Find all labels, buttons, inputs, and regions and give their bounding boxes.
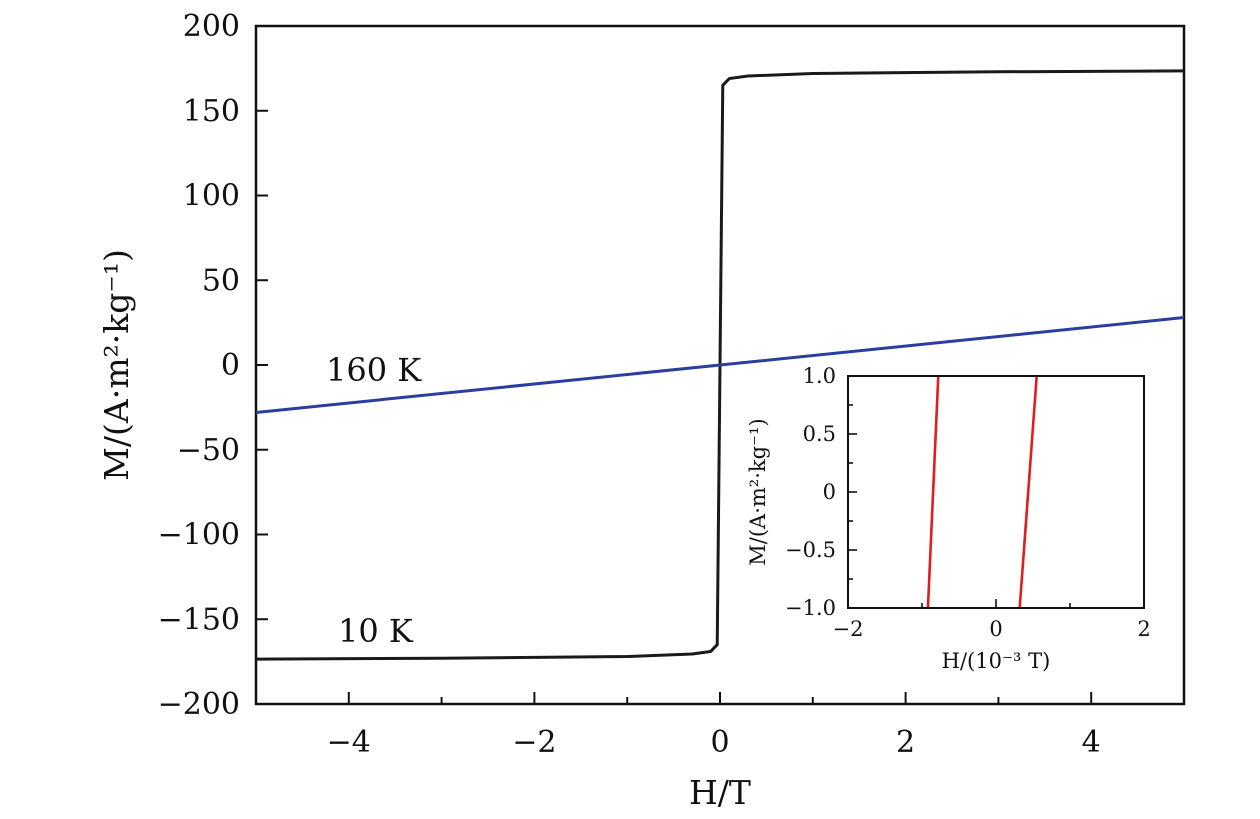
inset-background xyxy=(848,376,1144,608)
main-y-tick-label: 150 xyxy=(183,94,240,129)
main-x-tick-label: −4 xyxy=(327,725,371,760)
main-x-axis-title: H/T xyxy=(689,773,751,812)
inset-x-axis-title: H/(10⁻³ T) xyxy=(942,649,1051,673)
inset-y-tick-label: 1.0 xyxy=(803,364,836,388)
inset-series-line-1 xyxy=(1018,375,1038,609)
inset-y-tick-label: −0.5 xyxy=(785,538,836,562)
main-y-tick-label: 50 xyxy=(202,263,240,298)
main-x-tick-label: 4 xyxy=(1082,725,1101,760)
inset-x-tick-label: 2 xyxy=(1137,617,1150,641)
main-y-tick-label: −50 xyxy=(177,433,240,468)
main-y-tick-label: 0 xyxy=(221,348,240,383)
inset-x-tick-label: 0 xyxy=(989,617,1002,641)
inset-y-axis-title: M/(A·m²·kg⁻¹) xyxy=(746,418,770,565)
inset-series-line-0 xyxy=(926,375,940,609)
main-series-line-160-k xyxy=(255,316,1185,414)
inset-y-tick-label: 0 xyxy=(823,480,836,504)
main-x-tick-label: 2 xyxy=(896,725,915,760)
main-series xyxy=(255,69,1185,661)
main-x-tick-label: −2 xyxy=(512,725,556,760)
main-y-tick-label: 200 xyxy=(183,9,240,44)
inset-ticks: −2 0 2 1.0 0.5 0 −0.5 −1.0 xyxy=(785,364,1151,641)
main-x-tick-label: 0 xyxy=(710,725,729,760)
annotation-160k: 160 K xyxy=(326,351,422,389)
inset-series xyxy=(926,375,1038,609)
main-y-tick-label: −200 xyxy=(158,687,240,722)
main-y-axis-title: M/(A·m²·kg⁻¹) xyxy=(97,249,136,481)
main-y-tick-label: −100 xyxy=(158,518,240,553)
annotation-10k: 10 K xyxy=(338,612,414,650)
inset-y-tick-label: 0.5 xyxy=(803,422,836,446)
main-y-tick-label: 100 xyxy=(183,179,240,214)
main-y-tick-label: −150 xyxy=(158,602,240,637)
inset-x-tick-label: −2 xyxy=(833,617,864,641)
inset-y-tick-label: −1.0 xyxy=(785,596,836,620)
